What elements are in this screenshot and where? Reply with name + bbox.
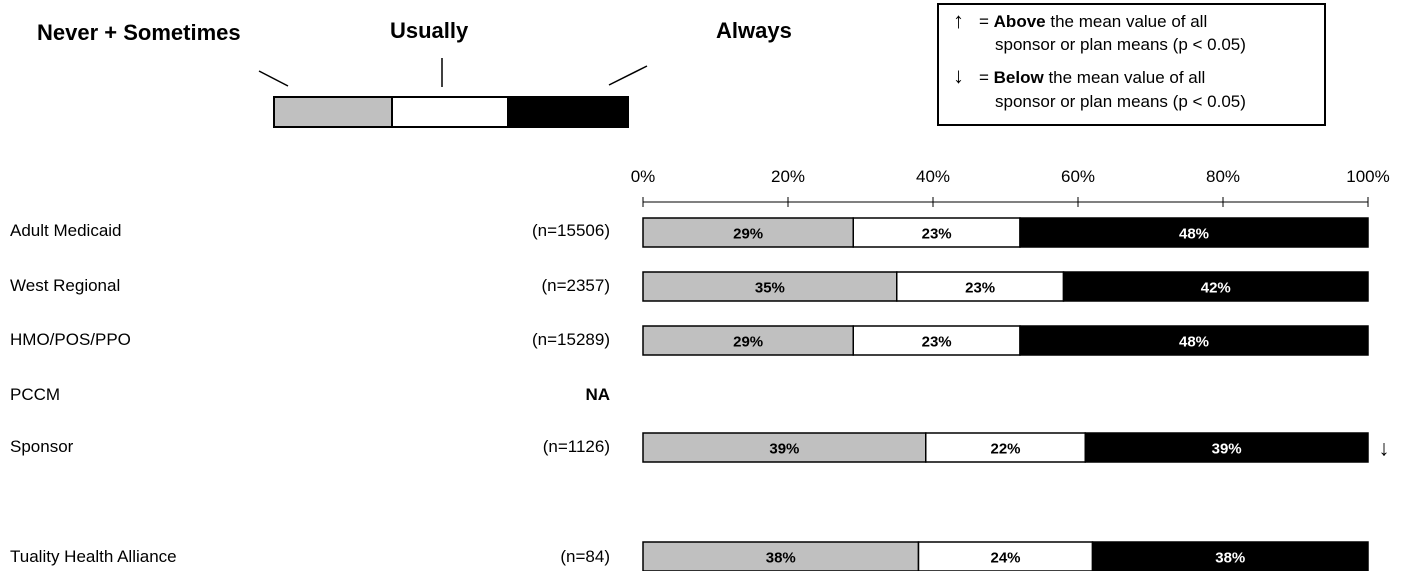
bar-segment <box>917 541 1094 571</box>
x-tick-label: 40% <box>916 167 950 186</box>
bar-data-label: 38% <box>766 550 796 567</box>
bar-data-label: 35% <box>755 280 785 297</box>
bar-data-label: 22% <box>990 441 1020 458</box>
x-tick-label: 20% <box>771 167 805 186</box>
bar-segment <box>896 271 1065 302</box>
row-n-hmo-pos-ppo: (n=15289) <box>532 330 610 349</box>
row-n-sponsor: (n=1126) <box>542 437 610 456</box>
row-label-sponsor: Sponsor <box>10 437 74 456</box>
legend-below-line-2: sponsor or plan means (p < 0.05) <box>995 92 1246 111</box>
x-tick-label: 60% <box>1061 167 1095 186</box>
legend-above-line-1: = Above the mean value of all <box>979 12 1208 31</box>
bar-segment <box>852 217 1021 248</box>
row-n-west-regional: (n=2357) <box>541 276 610 295</box>
bar-segment <box>1091 541 1369 571</box>
x-tick-label: 100% <box>1346 167 1389 186</box>
bar-data-label: 23% <box>965 280 995 297</box>
legend-below-line-1: = Below the mean value of all <box>979 68 1206 87</box>
bar-segment <box>1019 325 1369 356</box>
key-label-always: Always <box>716 18 792 43</box>
key-swatch-usually <box>391 96 509 128</box>
bar-segment <box>1019 217 1369 248</box>
bar-segment <box>1062 271 1369 302</box>
key-label-usually: Usually <box>390 18 469 43</box>
bar-data-label: 39% <box>769 441 799 458</box>
bar-segment <box>642 325 854 356</box>
bar-data-label: 48% <box>1179 334 1209 351</box>
row-label-west-regional: West Regional <box>10 276 121 295</box>
bar-data-label: 38% <box>1215 550 1245 567</box>
row-label-tuality: Tuality Health Alliance <box>10 547 177 566</box>
bar-data-label: 24% <box>990 550 1020 567</box>
bar-data-label: 39% <box>1212 441 1242 458</box>
row-label-hmo-pos-ppo: HMO/POS/PPO <box>10 330 131 349</box>
bar-data-label: 48% <box>1179 226 1209 243</box>
down-arrow-icon: ↓ <box>953 63 964 88</box>
legend-above-line-2: sponsor or plan means (p < 0.05) <box>995 35 1246 54</box>
row-n-pccm: NA <box>585 385 610 404</box>
key-label-never-sometimes: Never + Sometimes <box>37 20 241 45</box>
bar-segment <box>925 432 1086 463</box>
x-tick-label: 80% <box>1206 167 1240 186</box>
row-n-adult-medicaid: (n=15506) <box>532 221 610 240</box>
key-pointer-never-sometimes <box>258 70 289 87</box>
bar-data-label: 42% <box>1201 280 1231 297</box>
up-arrow-icon: ↑ <box>953 8 964 33</box>
bar-data-label: 23% <box>922 226 952 243</box>
x-tick-label: 0% <box>631 167 656 186</box>
key-swatch-never-sometimes <box>273 96 393 128</box>
bar-segment <box>1084 432 1369 463</box>
row-n-tuality: (n=84) <box>560 547 610 566</box>
key-swatch-always <box>507 96 629 128</box>
bar-segment <box>642 432 927 463</box>
significance-down-arrow-icon: ↓ <box>1379 436 1390 461</box>
bar-data-label: 29% <box>733 226 763 243</box>
key-pointer-always <box>608 65 648 86</box>
bar-segment <box>852 325 1021 356</box>
row-label-adult-medicaid: Adult Medicaid <box>10 221 122 240</box>
bar-data-label: 23% <box>922 334 952 351</box>
key-graphic <box>258 58 648 128</box>
row-label-pccm: PCCM <box>10 385 61 404</box>
significance-legend: ↑ = Above the mean value of all sponsor … <box>937 3 1326 126</box>
bar-data-label: 29% <box>733 334 763 351</box>
